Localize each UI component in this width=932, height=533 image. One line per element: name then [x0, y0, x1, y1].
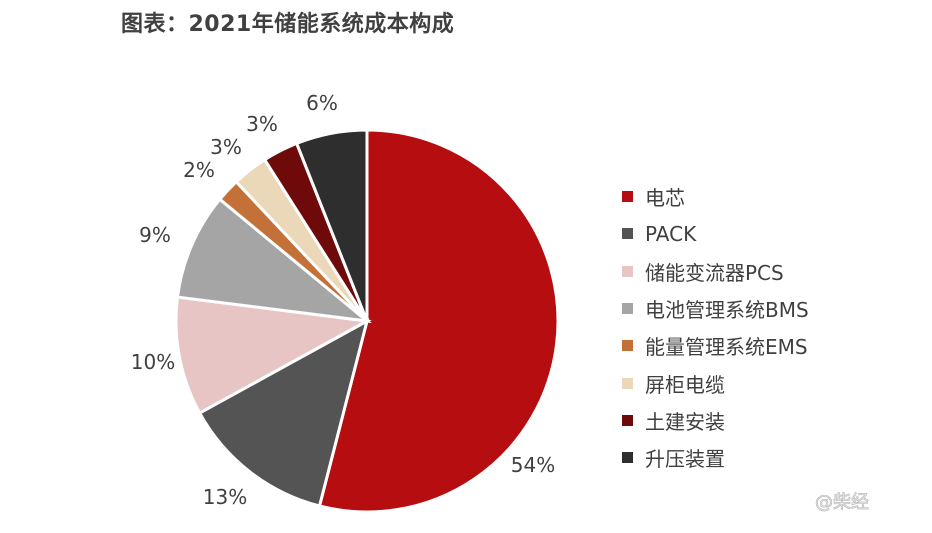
legend-swatch — [622, 340, 633, 352]
chart-title: 图表：2021年储能系统成本构成 — [121, 12, 455, 37]
pie-slice-1 — [317, 128, 560, 514]
legend-label: 屏柜电缆 — [645, 372, 725, 397]
legend-swatch — [622, 228, 633, 240]
legend-swatch — [622, 414, 633, 426]
data-label-4: 9% — [139, 223, 171, 247]
legend-swatch — [622, 191, 633, 203]
pie-slice-3 — [174, 295, 372, 416]
data-label-7: 3% — [246, 112, 278, 136]
legend-item: 电芯 — [622, 178, 809, 215]
legend-item: 能量管理系统EMS — [622, 327, 809, 364]
data-label-8: 6% — [306, 91, 338, 115]
legend-label: PACK — [645, 221, 697, 246]
legend-label: 土建安装 — [645, 409, 725, 434]
legend-item: 升压装置 — [622, 439, 809, 476]
legend-item: 电池管理系统BMS — [622, 290, 809, 327]
data-label-2: 13% — [203, 485, 247, 509]
pie-slice-4 — [175, 197, 372, 324]
legend-item: 屏柜电缆 — [622, 364, 809, 401]
legend-label: 电池管理系统BMS — [645, 298, 809, 323]
pie-slice-8 — [294, 128, 369, 322]
data-label-5: 2% — [183, 158, 215, 182]
data-label-1: 54% — [511, 453, 555, 477]
watermark: @柴经 — [815, 492, 870, 514]
legend-item: PACK — [622, 215, 809, 252]
data-label-6: 3% — [210, 135, 242, 159]
legend: 电芯 PACK 储能变流器PCS 电池管理系统BMS 能量管理系统EMS 屏柜电缆土建安装… — [622, 178, 809, 476]
legend-swatch — [622, 452, 633, 464]
pie-slice-2 — [197, 318, 370, 508]
legend-item: 储能变流器PCS — [622, 253, 809, 290]
legend-label: 能量管理系统EMS — [645, 335, 808, 360]
data-label-3: 10% — [131, 350, 175, 374]
legend-swatch — [622, 303, 633, 315]
legend-item: 土建安装 — [622, 402, 809, 439]
legend-label: 升压装置 — [645, 447, 725, 472]
legend-swatch — [622, 377, 633, 389]
legend-swatch — [622, 265, 633, 277]
legend-label: 电芯 — [645, 186, 685, 211]
legend-label: 储能变流器PCS — [645, 260, 784, 285]
